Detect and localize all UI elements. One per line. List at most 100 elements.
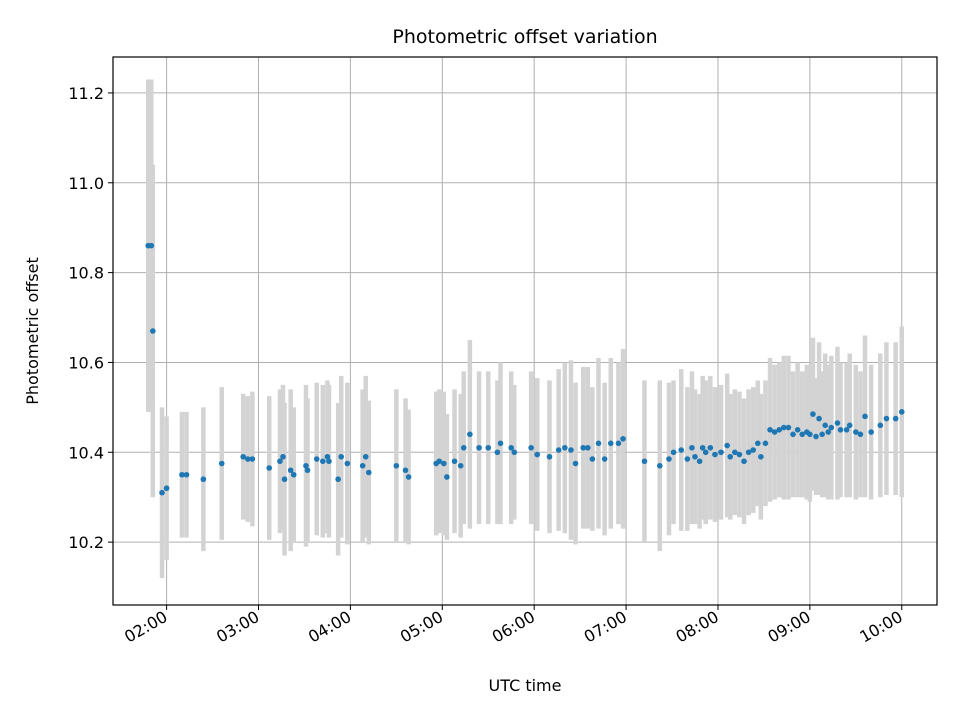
- data-point: [696, 458, 703, 465]
- data-point: [324, 453, 331, 460]
- data-point: [457, 462, 464, 469]
- data-point: [745, 449, 752, 456]
- data-point: [405, 474, 412, 480]
- data-point: [718, 449, 724, 456]
- data-point: [853, 429, 859, 435]
- data-point: [584, 444, 591, 451]
- data-point: [393, 462, 400, 469]
- data-point: [868, 429, 874, 435]
- data-point: [451, 458, 458, 465]
- data-point: [303, 462, 309, 469]
- data-point: [313, 456, 320, 462]
- data-point: [163, 485, 170, 492]
- data-point: [692, 453, 698, 460]
- data-point: [444, 474, 450, 480]
- data-point: [304, 467, 311, 474]
- data-point: [179, 471, 185, 478]
- data-point: [656, 462, 663, 469]
- data-point: [290, 471, 297, 478]
- data-point: [497, 440, 504, 447]
- data-point: [794, 427, 801, 433]
- data-point: [508, 444, 515, 451]
- data-point: [441, 460, 447, 467]
- data-point: [825, 429, 832, 435]
- data-point: [436, 458, 443, 465]
- data-point: [568, 447, 574, 453]
- data-point: [362, 453, 369, 460]
- data-point: [724, 442, 730, 449]
- data-point: [684, 456, 691, 462]
- y-tick-label: 10.6: [68, 353, 104, 372]
- data-point: [666, 456, 672, 462]
- data-point: [511, 449, 518, 456]
- x-axis-label: UTC time: [489, 676, 562, 695]
- data-point: [712, 451, 718, 458]
- data-point: [277, 458, 283, 465]
- data-point: [678, 447, 685, 453]
- data-point: [732, 449, 738, 456]
- data-point: [546, 453, 553, 460]
- data-point: [572, 460, 579, 467]
- data-point: [785, 424, 792, 431]
- data-point: [528, 444, 534, 451]
- data-point: [790, 431, 796, 438]
- data-point: [892, 415, 899, 422]
- y-tick-label: 11.2: [68, 84, 104, 103]
- data-point: [898, 409, 905, 415]
- data-point: [534, 451, 541, 458]
- data-point: [813, 433, 819, 440]
- data-point: [762, 440, 769, 447]
- data-point: [837, 427, 844, 433]
- y-tick-label: 10.2: [68, 533, 104, 552]
- data-point: [615, 440, 622, 447]
- data-point: [589, 456, 596, 462]
- data-point: [758, 453, 764, 460]
- data-point: [460, 444, 467, 451]
- data-point: [755, 440, 761, 447]
- y-axis-ticks: 10.2 10.4 10.6 10.8 11.0 11.2: [68, 84, 113, 552]
- data-point: [641, 458, 648, 465]
- data-point: [816, 415, 822, 422]
- data-point: [699, 444, 706, 451]
- data-point: [750, 447, 757, 453]
- data-point: [218, 460, 225, 467]
- data-point: [834, 420, 841, 426]
- data-point: [183, 471, 190, 478]
- data-point: [595, 440, 602, 447]
- chart-title: Photometric offset variation: [392, 26, 657, 48]
- data-point: [736, 451, 743, 458]
- data-point: [344, 460, 351, 467]
- data-point: [287, 467, 294, 474]
- data-point: [320, 458, 326, 465]
- data-point: [580, 444, 587, 451]
- plot-frame: [112, 56, 938, 606]
- data-point: [159, 489, 165, 496]
- data-point: [494, 449, 501, 456]
- data-point: [807, 431, 813, 438]
- data-point: [857, 431, 864, 438]
- data-point: [727, 453, 734, 460]
- data-point: [846, 422, 853, 429]
- data-point: [335, 476, 341, 483]
- data-point: [601, 456, 608, 462]
- y-tick-label: 10.4: [68, 443, 104, 462]
- data-point: [266, 465, 273, 471]
- data-point: [326, 458, 332, 465]
- data-point: [555, 447, 562, 453]
- data-point: [771, 429, 778, 435]
- data-point: [244, 456, 251, 462]
- data-point: [702, 449, 709, 456]
- data-point: [150, 328, 156, 334]
- data-point: [819, 431, 825, 438]
- data-point: [883, 415, 890, 422]
- data-point: [359, 462, 366, 469]
- data-point: [338, 453, 345, 460]
- data-point: [767, 427, 773, 433]
- data-point: [365, 469, 372, 476]
- data-point: [607, 440, 614, 447]
- data-point: [810, 411, 816, 417]
- data-point: [799, 431, 806, 438]
- data-point: [843, 427, 850, 433]
- data-point: [249, 456, 256, 462]
